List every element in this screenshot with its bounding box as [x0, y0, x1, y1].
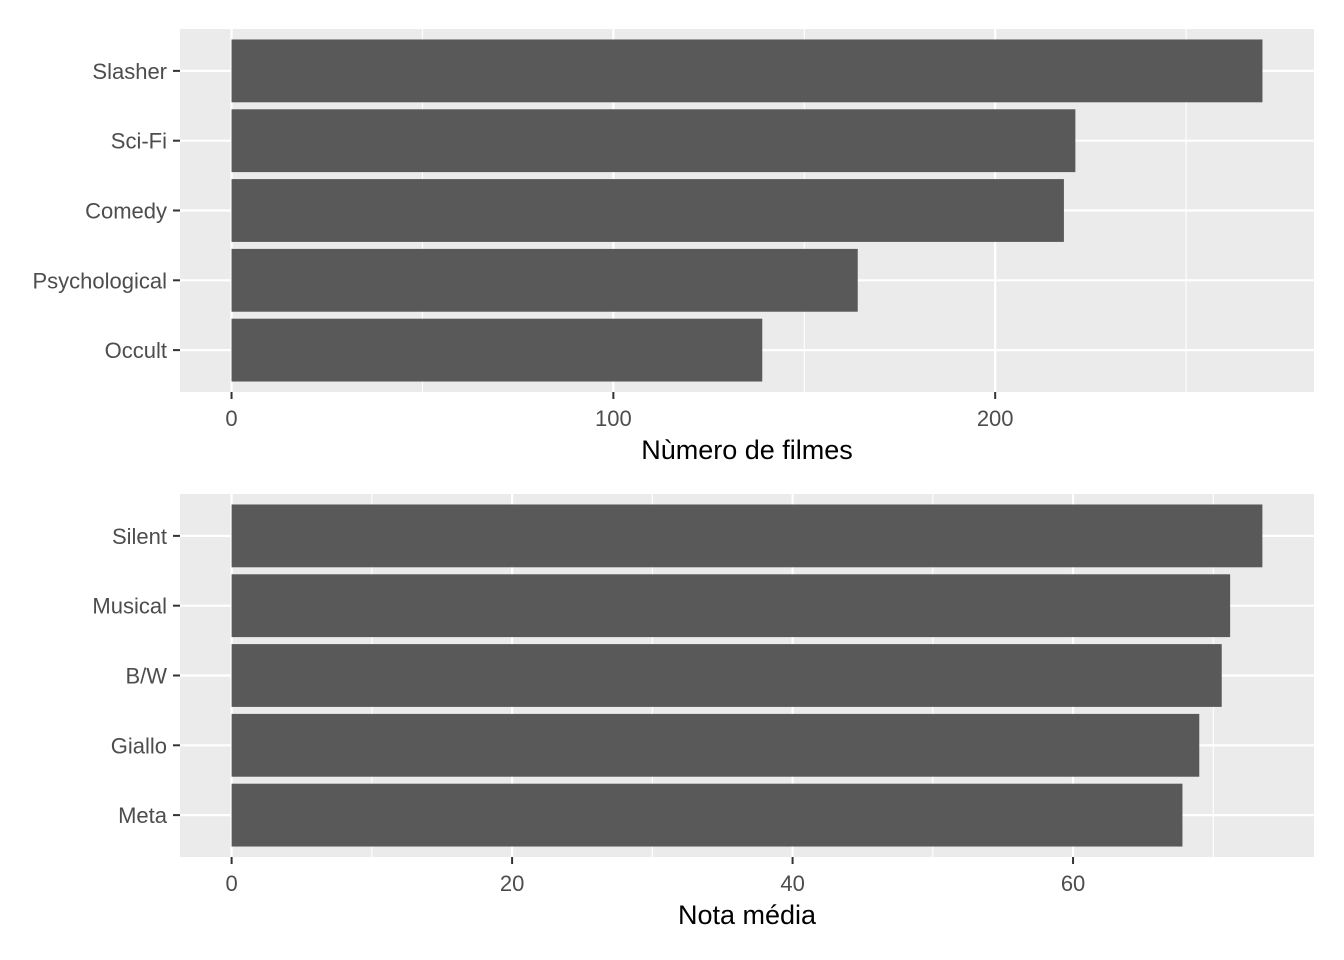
bar-meta [231, 783, 1183, 847]
y-tick-label: Giallo [111, 733, 167, 758]
y-tick-label: Psychological [32, 268, 167, 293]
y-tick-label: B/W [125, 664, 167, 689]
bar-b-w [231, 644, 1222, 707]
y-tick-label: Musical [92, 594, 167, 619]
y-tick-label: Slasher [92, 59, 167, 84]
x-tick-label: 60 [1061, 871, 1085, 896]
bar-slasher [231, 39, 1263, 103]
bar-comedy [231, 179, 1064, 242]
y-tick-label: Sci-Fi [111, 129, 167, 154]
x-tick-label: 0 [225, 406, 237, 431]
y-tick-label: Silent [112, 524, 167, 549]
bar-giallo [231, 713, 1200, 777]
y-tick-label: Occult [105, 338, 167, 363]
y-tick-label: Meta [118, 803, 168, 828]
x-tick-label: 20 [500, 871, 524, 896]
x-tick-label: 100 [595, 406, 632, 431]
bar-sci-fi [231, 109, 1076, 173]
bar-psychological [231, 248, 858, 312]
x-axis-title: Nùmero de filmes [641, 435, 853, 465]
x-tick-label: 40 [780, 871, 804, 896]
x-axis-title: Nota média [678, 900, 817, 930]
x-tick-label: 0 [225, 871, 237, 896]
chart-panel-2: Silent Musical B/W Giallo Meta 0 20 40 60 Nota mé… [92, 494, 1314, 930]
bar-silent [231, 504, 1263, 568]
y-tick-label: Comedy [85, 199, 167, 224]
x-tick-label: 200 [977, 406, 1014, 431]
bar-occult [231, 318, 763, 382]
bar-musical [231, 574, 1231, 638]
chart-panel-1: Slasher Sci-Fi Comedy Psychological Occult 0 1… [32, 29, 1314, 465]
